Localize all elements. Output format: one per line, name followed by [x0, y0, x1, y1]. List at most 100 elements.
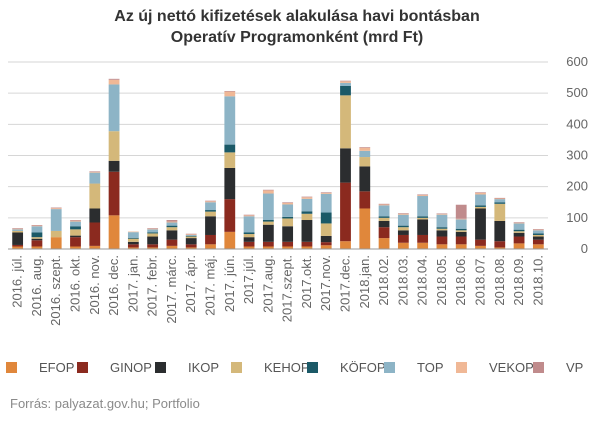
bar-segment-köfop: [224, 144, 236, 153]
bar-segment-vekop: [436, 214, 448, 215]
bar-segment-ikop: [166, 230, 178, 240]
bar-segment-efop: [70, 246, 81, 249]
bar-segment-vp: [494, 197, 506, 199]
x-tick-label: 2016. nov.: [87, 255, 102, 315]
bar-segment-ginop: [301, 241, 313, 247]
bar-stack: [108, 78, 120, 249]
bar-stack: [89, 171, 101, 249]
bar-segment-efop: [320, 245, 332, 249]
x-tick-label: 2018.02.: [376, 255, 391, 306]
bar-segment-vekop: [243, 215, 255, 217]
bar-segment-vp: [108, 78, 120, 80]
bar-segment-ikop: [127, 241, 139, 245]
bar-segment-vp: [166, 220, 178, 222]
bar-stack: [205, 200, 216, 249]
bar-segment-ginop: [262, 241, 274, 247]
y-tick-label: 400: [566, 116, 588, 131]
bar-segment-köfop: [147, 232, 159, 234]
bar-segment-vp: [50, 207, 62, 209]
bar-stack: [70, 220, 81, 249]
bar-segment-vekop: [31, 225, 43, 227]
bar-segment-vp: [532, 229, 544, 230]
bar-segment-köfop: [417, 216, 429, 218]
bar-segment-vekop: [127, 231, 139, 233]
bar-stack: [359, 147, 371, 249]
x-tick-label: 2017. febr.: [145, 255, 160, 316]
x-tick-label: 2018.07.: [473, 255, 488, 306]
bar-segment-top: [50, 209, 62, 231]
legend-swatch: [307, 361, 318, 373]
bar-segment-ikop: [397, 230, 409, 235]
bar-segment-ginop: [455, 236, 467, 245]
bar-segment-köfop: [340, 86, 351, 96]
bar-segment-köfop: [127, 237, 139, 239]
x-tick-label: 2017. ápr.: [183, 255, 198, 313]
legend-label: GINOP: [110, 359, 152, 375]
bar-segment-kehop: [397, 227, 409, 231]
bar-segment-köfop: [513, 229, 525, 232]
bar-segment-vp: [224, 90, 236, 92]
bar-segment-top: [359, 150, 371, 158]
bar-segment-vekop: [301, 197, 313, 199]
bar-segment-efop: [50, 237, 62, 249]
x-tick-label: 2018.10.: [530, 255, 545, 306]
bar-segment-vekop: [320, 192, 332, 194]
bar-segment-kehop: [340, 95, 351, 149]
legend-label: KÖFOP: [340, 359, 386, 375]
bar-segment-vekop: [340, 81, 351, 83]
bar-segment-vekop: [359, 147, 371, 151]
bar-segment-vekop: [494, 198, 506, 200]
bar-segment-ginop: [89, 222, 101, 246]
legend-swatch: [533, 361, 544, 373]
bar-stack: [127, 231, 139, 249]
bar-segment-top: [166, 222, 178, 226]
bar-segment-vp: [417, 194, 429, 196]
bar-segment-kehop: [243, 234, 255, 238]
y-tick-label: 0: [581, 241, 588, 256]
chart-title-line-2: Operatív Programonként (mrd Ft): [170, 29, 424, 46]
bar-segment-köfop: [185, 235, 197, 237]
bar-segment-vekop: [147, 228, 159, 230]
x-tick-label: 2016. dec.: [106, 255, 121, 316]
bar-segment-efop: [147, 247, 159, 249]
bar-segment-köfop: [320, 212, 332, 224]
x-tick-label: 2017.dec.: [338, 255, 353, 312]
bar-segment-kehop: [320, 223, 332, 236]
bar-segment-efop: [205, 244, 216, 249]
x-tick-label: 2018.05.: [434, 255, 449, 306]
bar-segment-kehop: [166, 227, 178, 231]
bar-segment-vp: [243, 214, 255, 216]
bar-segment-top: [417, 196, 429, 217]
x-tick-label: 2017.aug.: [260, 255, 275, 313]
bar-stack: [185, 233, 197, 249]
bar-segment-vp: [89, 171, 101, 173]
bar-segment-ginop: [108, 171, 120, 216]
bar-segment-ginop: [532, 239, 544, 245]
bar-segment-efop: [340, 241, 351, 249]
bar-segment-ikop: [359, 166, 371, 192]
bar-segment-top: [475, 194, 486, 206]
bar-segment-vp: [301, 196, 313, 198]
bar-segment-vp: [340, 80, 351, 82]
y-tick-label: 200: [566, 179, 588, 194]
legend-swatch: [6, 361, 17, 373]
bar-segment-vekop: [378, 204, 390, 206]
bar-segment-top: [532, 230, 544, 234]
bar-segment-kehop: [475, 206, 486, 209]
legend: EFOP GINOP IKOP KEHOP KÖFOP TOP VEKOP VP: [0, 357, 594, 377]
bar-segment-vekop: [70, 220, 81, 222]
bar-segment-top: [320, 193, 332, 213]
bar-segment-kehop: [436, 228, 448, 231]
x-tick-label: 2017. márc.: [164, 255, 179, 324]
bar-segment-köfop: [243, 232, 255, 235]
bar-segment-ginop: [243, 241, 255, 247]
bar-segment-vp: [70, 220, 81, 221]
bar-segment-köfop: [301, 211, 313, 214]
bar-segment-vekop: [185, 234, 197, 235]
bars: [12, 78, 544, 249]
bar-stack: [301, 196, 313, 249]
bar-segment-ikop: [301, 220, 313, 242]
y-tick-label: 100: [566, 210, 588, 225]
bar-segment-ikop: [243, 237, 255, 242]
bar-segment-ikop: [513, 232, 525, 237]
